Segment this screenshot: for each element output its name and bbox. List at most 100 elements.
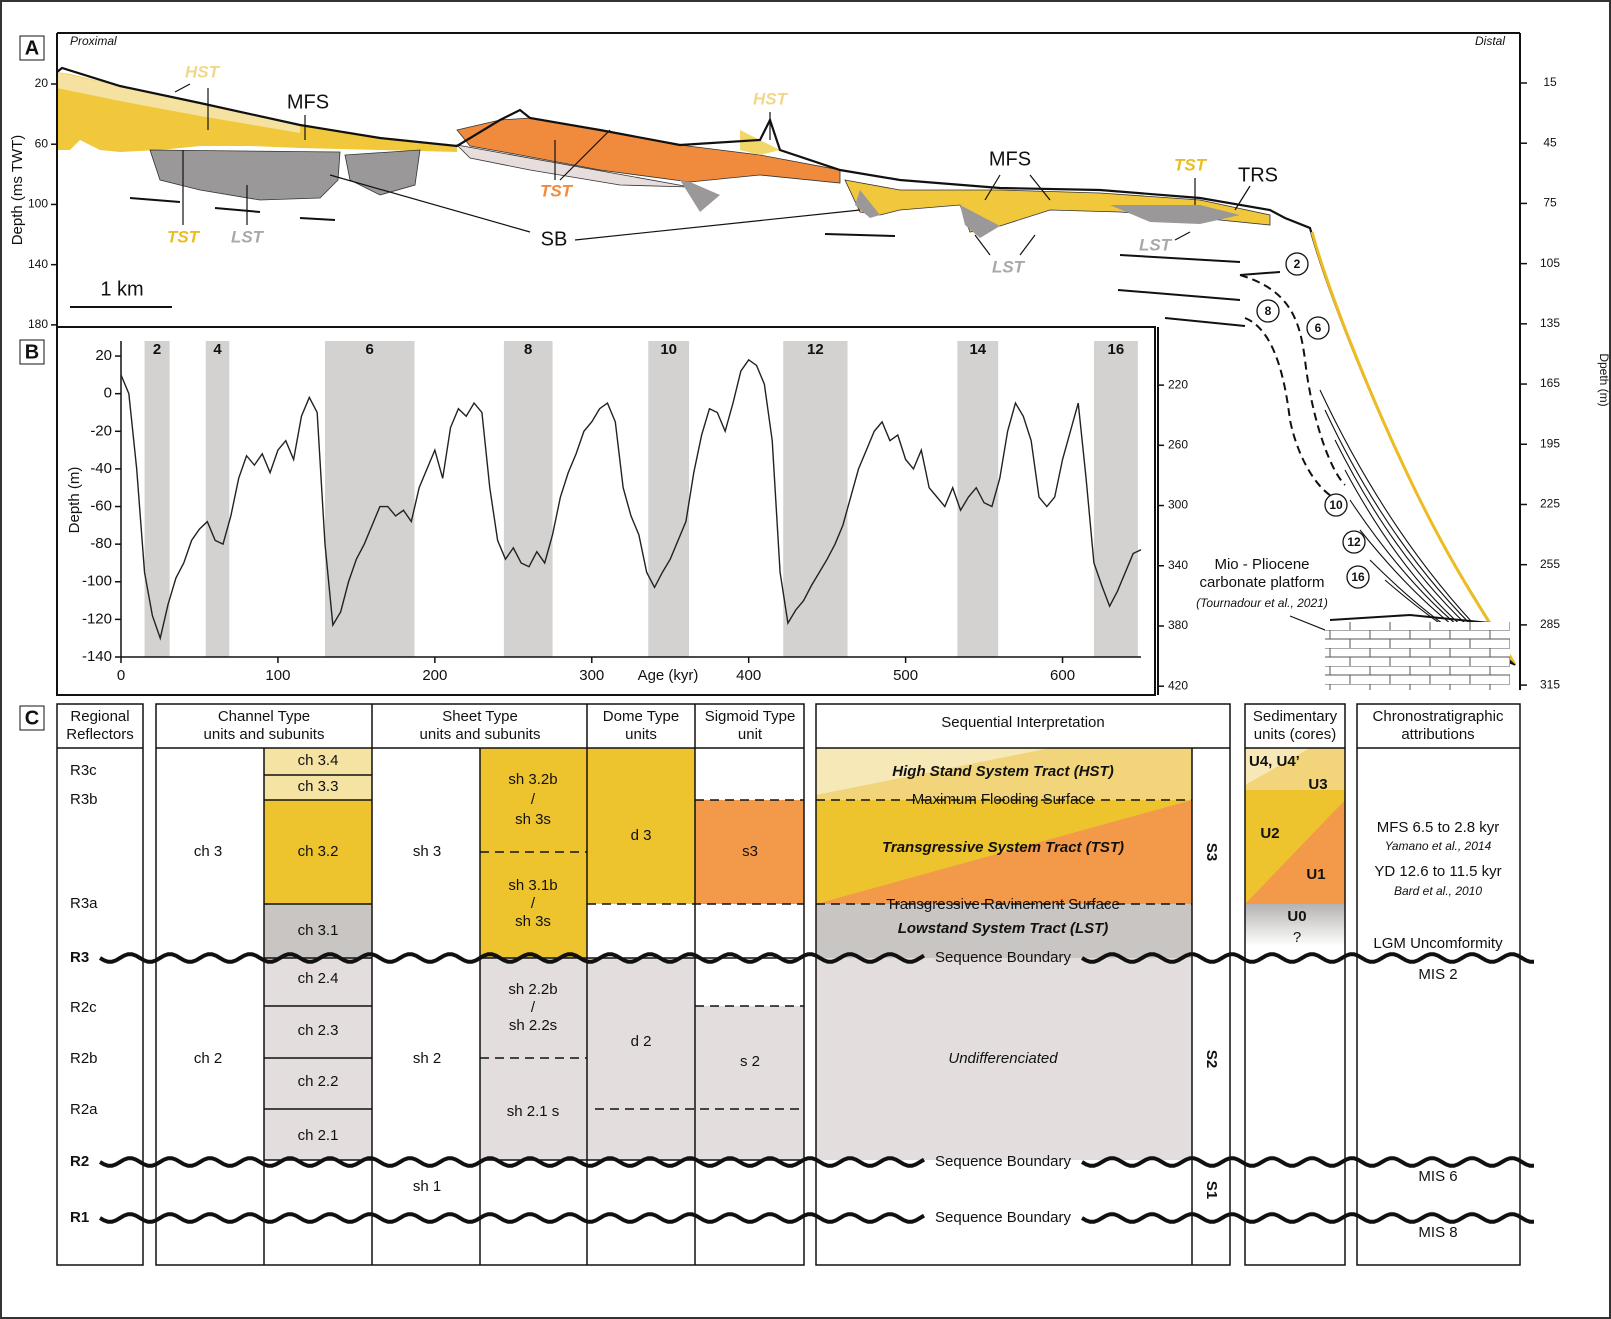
label: R3b — [70, 791, 98, 808]
label: 165 — [1540, 376, 1560, 390]
label: Yamano et al., 2014 — [1385, 839, 1492, 853]
label: 60 — [35, 136, 49, 150]
label: ch 3.4 — [298, 752, 339, 769]
label: sh 3s — [515, 811, 551, 828]
label: MIS 2 — [1418, 966, 1457, 983]
clinoform-marker — [1256, 299, 1280, 323]
panel-letter-box — [19, 339, 45, 365]
label: 100 — [28, 197, 48, 211]
label: / — [531, 791, 536, 808]
label: / — [531, 999, 536, 1016]
label: MIS 6 — [1418, 1168, 1457, 1185]
panel-letter-box — [19, 35, 45, 61]
cell — [480, 958, 587, 1160]
label: 10 — [660, 341, 677, 358]
label: ch 3.1 — [298, 922, 339, 939]
label: 300 — [579, 667, 604, 684]
cell — [816, 958, 1192, 1160]
label: TRS — [1238, 164, 1278, 186]
label: attributions — [1401, 726, 1474, 743]
label: Depth (m) — [66, 467, 83, 534]
label: R3 — [70, 949, 89, 966]
label: R1 — [70, 1209, 89, 1226]
label: 10 — [1329, 498, 1343, 512]
shaded-period — [325, 341, 415, 657]
label: 16 — [1351, 570, 1365, 584]
label: 220 — [1168, 377, 1188, 391]
label: R2a — [70, 1101, 98, 1118]
label: unit — [738, 726, 763, 743]
unconformity — [98, 1212, 926, 1224]
label: ch 2.3 — [298, 1022, 339, 1039]
clinoform-marker — [1324, 493, 1348, 517]
label: Sheet Type — [442, 708, 518, 725]
label: 2 — [1294, 257, 1301, 271]
label: S2 — [1203, 1050, 1220, 1068]
label: d 3 — [631, 827, 652, 844]
label: 105 — [1540, 256, 1560, 270]
label: Mio - Pliocene — [1214, 556, 1309, 573]
label: LST — [1139, 235, 1173, 254]
label: -100 — [82, 573, 112, 590]
label: sh 3 — [413, 843, 441, 860]
label: Sequence Boundary — [935, 1153, 1071, 1170]
label: 2 — [153, 341, 161, 358]
label: ch 3.2 — [298, 843, 339, 860]
label: 16 — [1108, 341, 1125, 358]
label: YD 12.6 to 11.5 kyr — [1374, 863, 1501, 880]
panel-letter: C — [25, 707, 39, 729]
panel-letter: B — [25, 341, 39, 363]
clinoform-marker — [1346, 565, 1370, 589]
label: 8 — [524, 341, 532, 358]
label: 140 — [28, 257, 48, 271]
label: R2c — [70, 999, 97, 1016]
label: ch 2.1 — [298, 1127, 339, 1144]
label: d 2 — [631, 1033, 652, 1050]
label: 300 — [1168, 498, 1188, 512]
label: Depth (ms TWT) — [9, 135, 26, 246]
label: sh 2.2b — [508, 981, 557, 998]
cell — [264, 904, 372, 958]
label: 380 — [1168, 618, 1188, 632]
shaded-period — [503, 341, 553, 657]
label: 400 — [736, 667, 761, 684]
label: MFS 6.5 to 2.8 kyr — [1377, 819, 1500, 836]
seismic-profile — [56, 66, 1517, 690]
label: 0 — [104, 385, 112, 402]
cell — [264, 748, 372, 775]
label: sh 2.2s — [509, 1017, 557, 1034]
label: R2b — [70, 1050, 98, 1067]
cell — [587, 748, 695, 904]
label: 6 — [366, 341, 374, 358]
unconformity — [98, 1156, 926, 1168]
label: sh 3.1b — [508, 877, 557, 894]
label: 100 — [265, 667, 290, 684]
unconformity — [1080, 952, 1534, 964]
label: MFS — [287, 91, 329, 113]
label: HST — [185, 62, 221, 81]
label: 20 — [35, 76, 49, 90]
label: Reflectors — [66, 726, 134, 743]
label: sh 3s — [515, 913, 551, 930]
label: Dome Type — [603, 708, 679, 725]
label: R3c — [70, 762, 97, 779]
label: 12 — [1347, 535, 1361, 549]
panel-letter: A — [25, 37, 39, 59]
label: Sigmoid Type — [705, 708, 796, 725]
label: 340 — [1168, 558, 1188, 572]
label: carbonate platform — [1199, 574, 1324, 591]
label: sh 3.2b — [508, 771, 557, 788]
cell-shape — [1245, 800, 1345, 904]
label: units (cores) — [1254, 726, 1337, 743]
label: sh 1 — [413, 1178, 441, 1195]
label: 20 — [95, 347, 112, 364]
cell — [264, 800, 372, 904]
column-box — [1244, 703, 1346, 1266]
label: 6 — [1315, 321, 1322, 335]
label: 45 — [1543, 135, 1557, 149]
label: 135 — [1540, 316, 1560, 330]
label: 195 — [1540, 436, 1560, 450]
label: Transgressive System Tract (TST) — [882, 839, 1124, 856]
label: 14 — [969, 341, 986, 358]
label: -40 — [90, 460, 112, 477]
